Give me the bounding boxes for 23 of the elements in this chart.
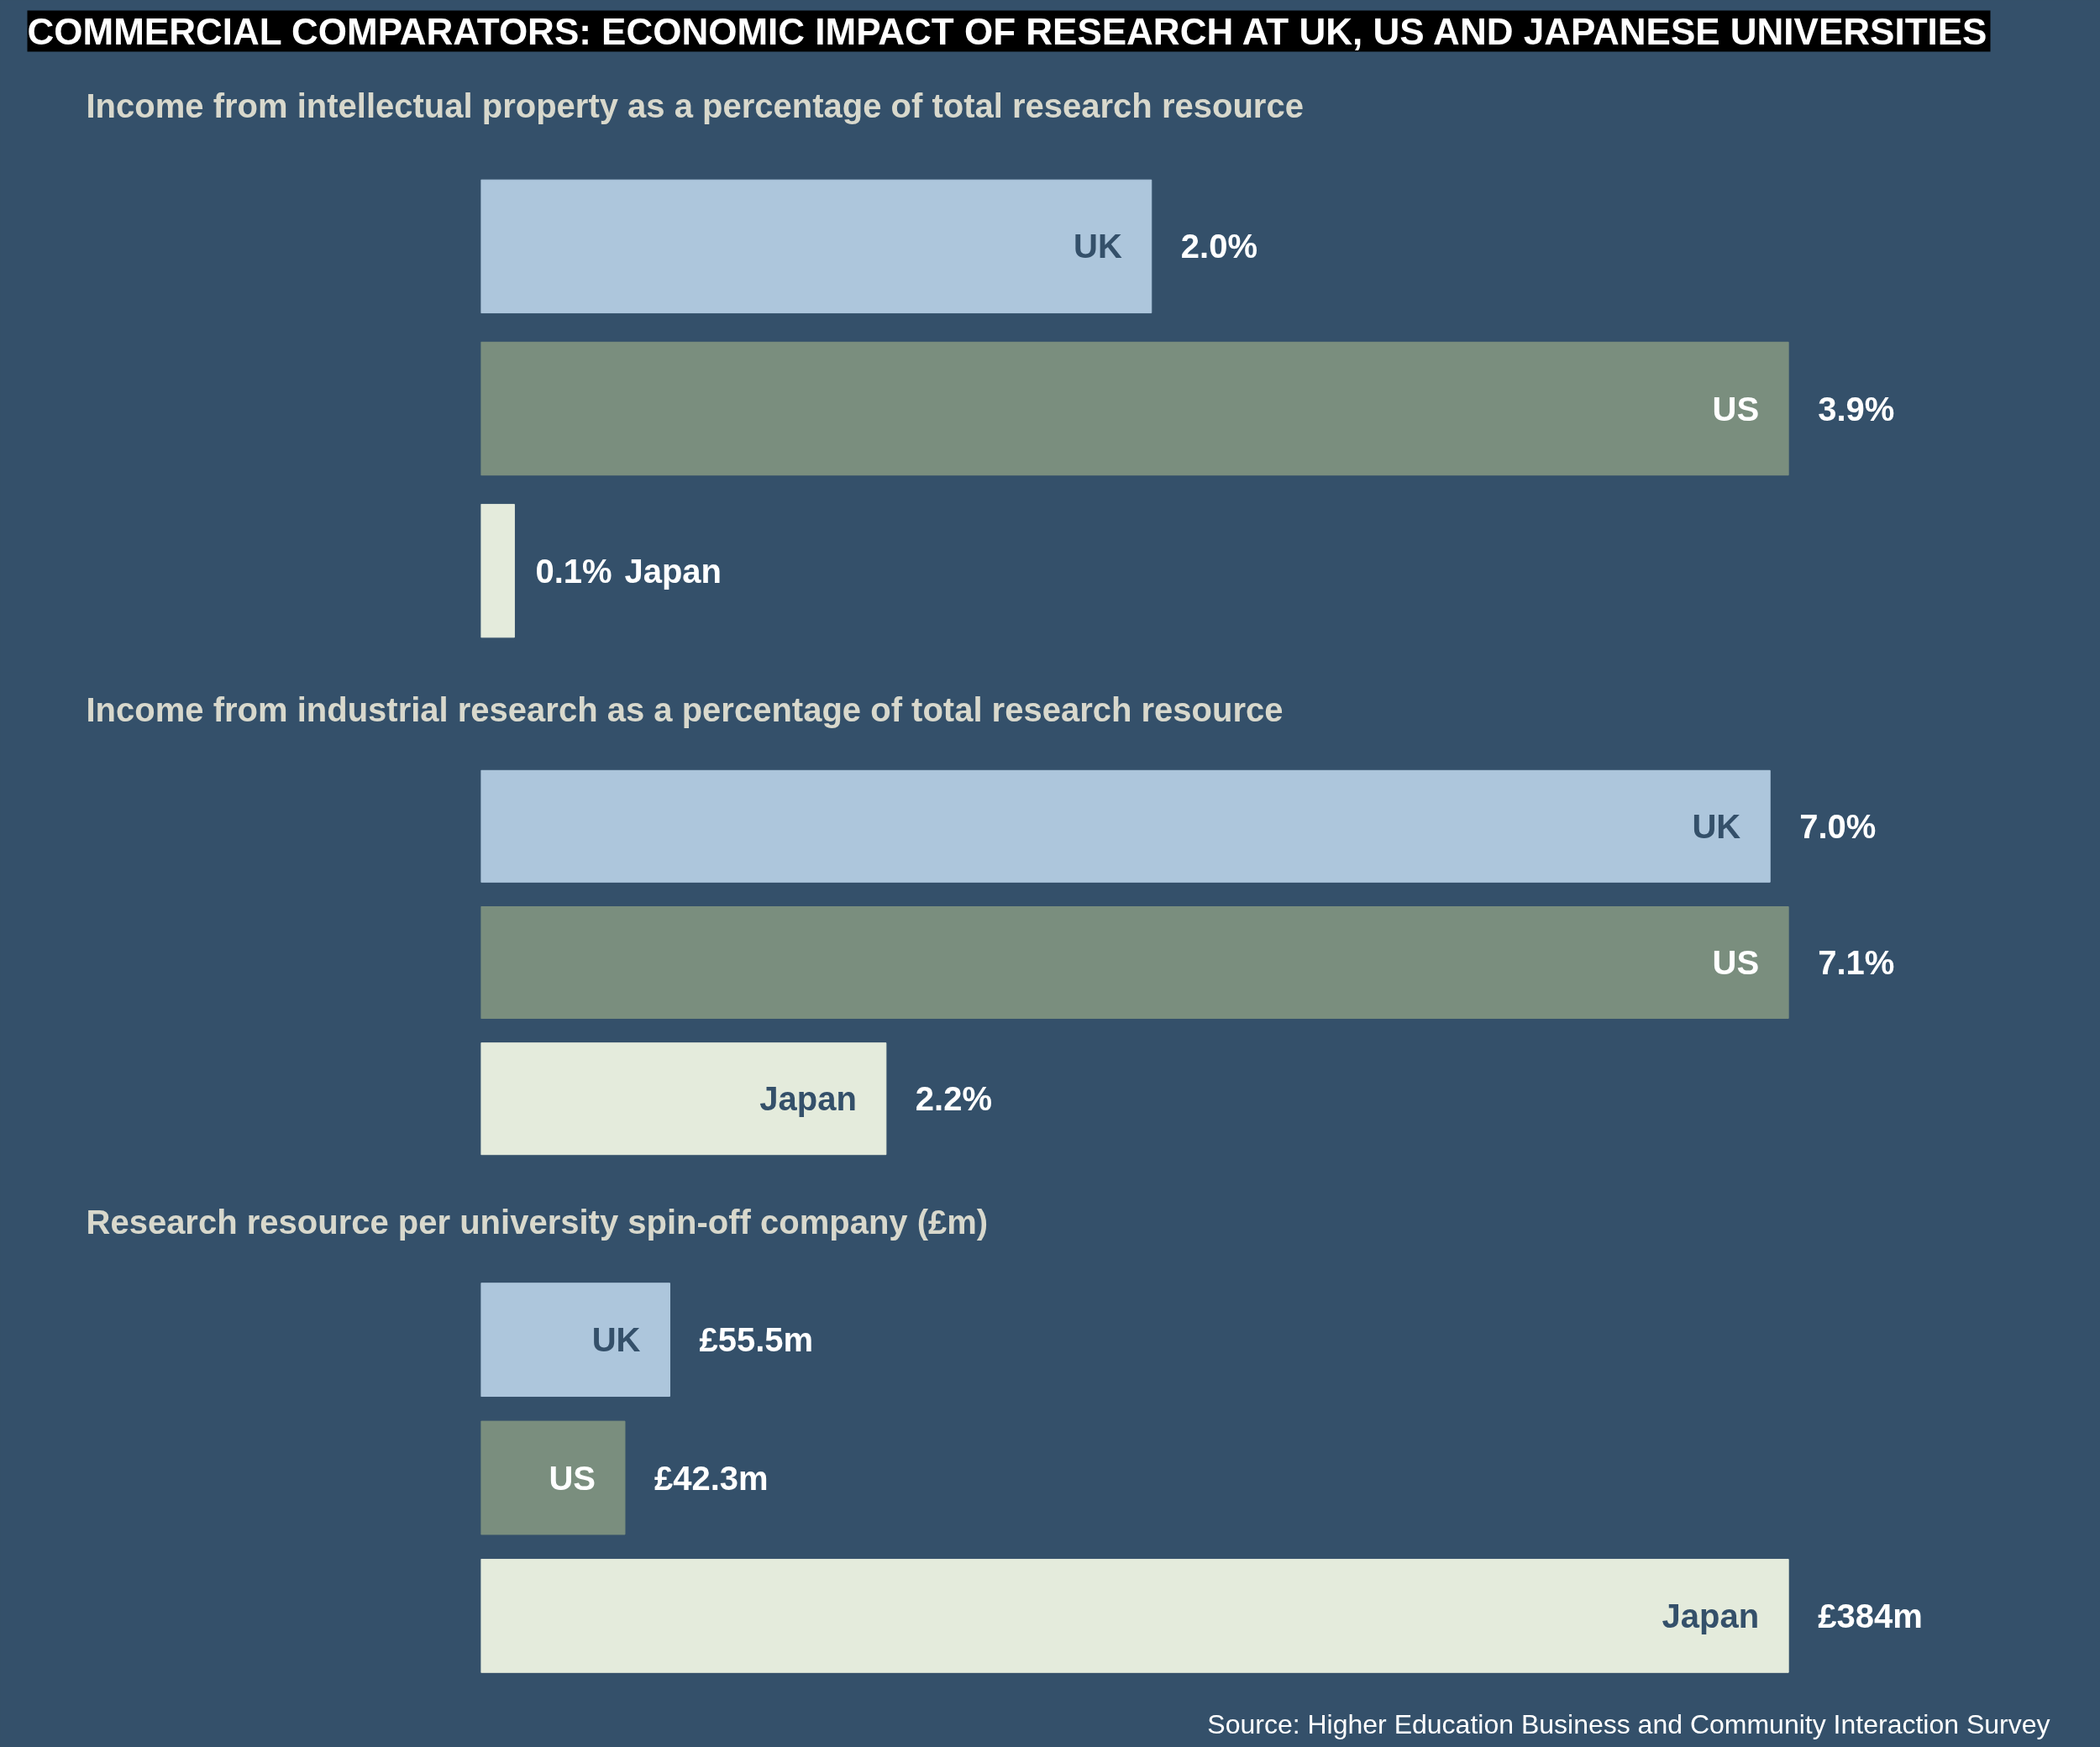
data-label: 2.0% (1180, 228, 1257, 265)
y-tick-label: Japan (759, 1080, 857, 1118)
chart-title: COMMERCIAL COMPARATORS: ECONOMIC IMPACT OF RESEARCH AT UK, US AND JAPANESE UNIVERSITIES (27, 10, 1987, 52)
data-label: 2.2% (915, 1080, 993, 1118)
y-tick-label: UK (1074, 228, 1122, 265)
y-tick-label: UK (1692, 807, 1741, 845)
y-tick-label: US (549, 1459, 596, 1497)
source-note: Source: Higher Education Business and Community Interaction Survey (1207, 1708, 2050, 1739)
y-tick-label: Japan (624, 552, 722, 590)
chart-subtitle: Income from intellectual property as a percentage of total research resource (86, 87, 1304, 124)
chart-title: Research resource per university spin-off company (£m) (86, 1203, 989, 1241)
data-label: £384m (1818, 1597, 1923, 1634)
data-label: £55.5m (699, 1321, 814, 1359)
data-label: £42.3m (654, 1459, 769, 1497)
y-tick-label: US (1712, 390, 1760, 428)
y-tick-label: US (1712, 944, 1760, 981)
chart-title: Income from industrial research as a percentage of total research resource (86, 690, 1284, 728)
data-label: 7.0% (1799, 807, 1877, 845)
y-tick-label: UK (591, 1321, 641, 1359)
y-tick-label: Japan (1662, 1597, 1760, 1634)
data-label: 7.1% (1818, 944, 1895, 981)
data-label: 0.1% (535, 552, 612, 590)
data-label: 3.9% (1818, 390, 1895, 428)
